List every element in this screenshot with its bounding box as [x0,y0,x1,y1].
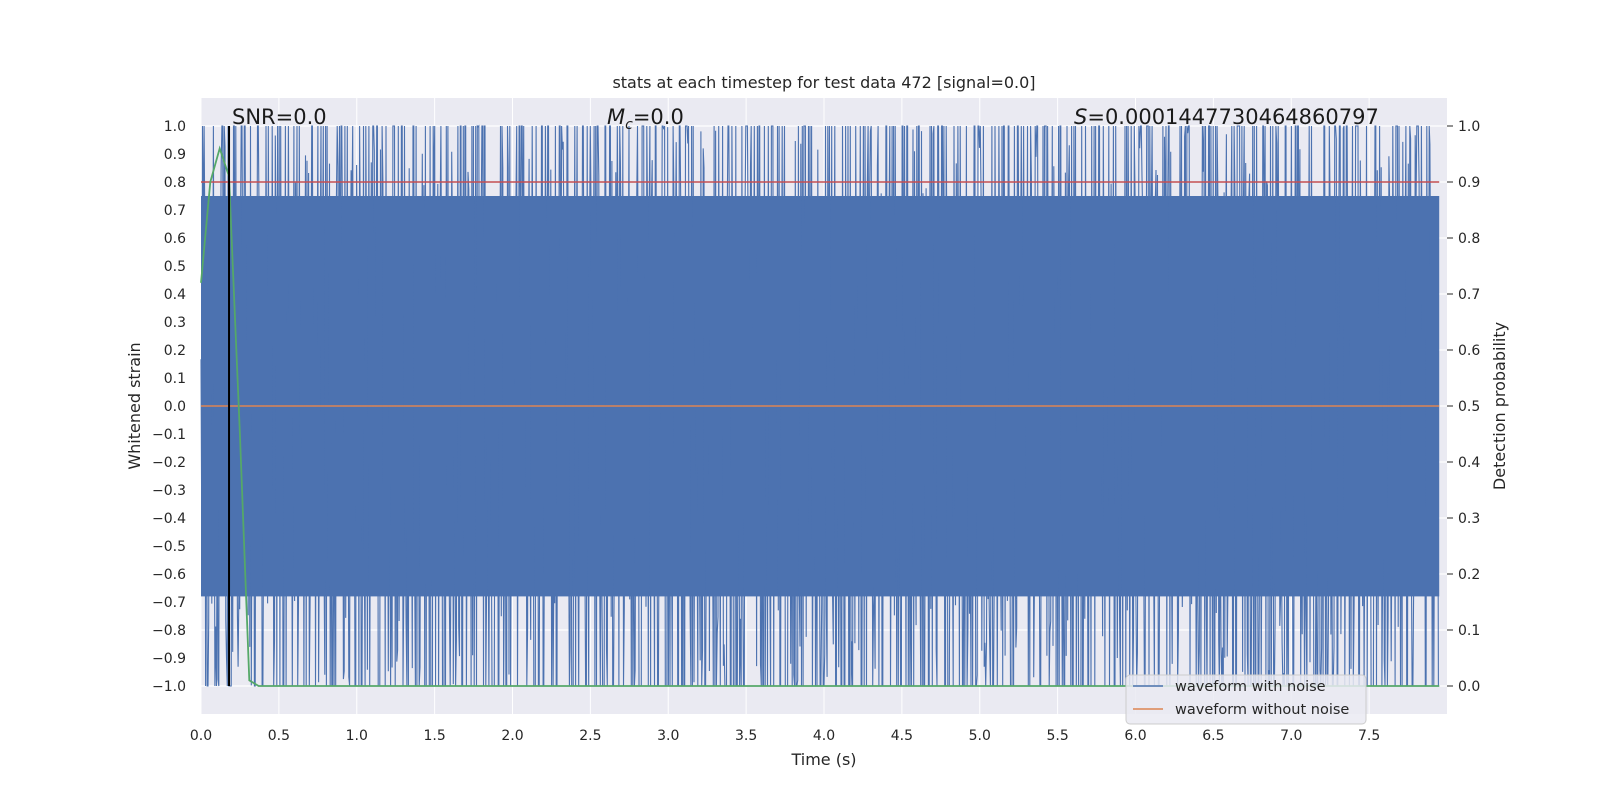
y-tick-label: −0.3 [152,483,186,499]
chirp-mass-symbol: M [607,105,625,129]
y-tick-label: −0.9 [152,651,186,667]
y-tick-label: −0.1 [152,427,186,443]
legend: waveform with noise waveform without noi… [1125,674,1367,725]
noise-series [200,124,1440,687]
x-tick-label: 0.5 [268,728,290,744]
legend-label-noise: waveform with noise [1175,679,1326,695]
y-tick-label: 0.2 [164,343,186,359]
x-tick-label: 4.5 [891,728,913,744]
y-tick-label: 0.6 [164,231,186,247]
y-tick-label: 0.1 [164,371,186,387]
y-right-tick-label: 1.0 [1458,119,1480,135]
y-tick-label: 0.0 [164,399,186,415]
y-right-tick-label: 0.6 [1458,343,1480,359]
y-axis-label: Whitened strain [125,342,144,469]
x-tick-label: 4.0 [813,728,835,744]
y-tick-label: −0.4 [152,511,186,527]
legend-label-clean: waveform without noise [1175,702,1349,718]
x-tick-label: 7.5 [1358,728,1380,744]
x-axis-label: Time (s) [790,750,856,769]
chirp-mass-annotation: Mc=0.0 [607,105,684,133]
chirp-mass-value: =0.0 [633,105,684,129]
y-tick-label: 0.7 [164,203,186,219]
snr-annotation: SNR=0.0 [232,105,327,129]
x-tick-label: 1.0 [346,728,368,744]
y-right-tick-labels: 1.0 0.9 0.8 0.7 0.6 0.5 0.4 0.3 0.2 0.1 0.0 [1447,119,1480,695]
y-right-tick-label: 0.5 [1458,399,1480,415]
x-tick-label: 2.5 [579,728,601,744]
x-tick-label: 0.0 [190,728,212,744]
y-tick-label: −0.8 [152,623,186,639]
y-right-tick-label: 0.1 [1458,623,1480,639]
y-right-axis-label: Detection probability [1490,322,1509,490]
y-right-tick-label: 0.0 [1458,679,1480,695]
overlay-series [200,126,1440,687]
x-tick-label: 3.0 [657,728,679,744]
y-tick-labels: 1.0 0.9 0.8 0.7 0.6 0.5 0.4 0.3 0.2 0.1 0.0 −0.1 −0.… [152,119,186,695]
x-tick-label: 5.5 [1046,728,1068,744]
y-tick-label: 0.8 [164,175,186,191]
x-tick-label: 1.5 [423,728,445,744]
chirp-mass-subscript: c [625,117,633,133]
y-right-tick-label: 0.4 [1458,455,1480,471]
y-right-tick-label: 0.2 [1458,567,1480,583]
y-tick-label: −1.0 [152,679,186,695]
x-tick-label: 6.0 [1124,728,1146,744]
s-symbol: S [1074,105,1087,129]
y-right-tick-label: 0.3 [1458,511,1480,527]
y-tick-label: −0.5 [152,539,186,555]
y-tick-label: 1.0 [164,119,186,135]
x-tick-label: 7.0 [1280,728,1302,744]
y-right-tick-label: 0.7 [1458,287,1480,303]
y-tick-label: −0.6 [152,567,186,583]
y-tick-label: −0.2 [152,455,186,471]
s-annotation: S=0.0001447730464860797 [1074,105,1379,129]
x-tick-label: 6.5 [1202,728,1224,744]
y-right-tick-label: 0.8 [1458,231,1480,247]
y-tick-label: 0.3 [164,315,186,331]
x-tick-label: 2.0 [501,728,523,744]
detection-probability-line [200,145,1440,687]
y-tick-label: 0.9 [164,147,186,163]
y-right-tick-label: 0.9 [1458,175,1480,191]
x-tick-label: 3.5 [735,728,757,744]
y-tick-label: 0.5 [164,259,186,275]
y-tick-label: −0.7 [152,595,186,611]
legend-box [1125,674,1367,725]
s-value: =0.0001447730464860797 [1087,105,1379,129]
chart-title: stats at each timestep for test data 472… [612,73,1035,92]
x-tick-label: 5.0 [969,728,991,744]
y-tick-label: 0.4 [164,287,186,303]
x-tick-labels: 0.0 0.5 1.0 1.5 2.0 2.5 3.0 3.5 4.0 4.5 5.0 5.5 6.0 6… [190,728,1380,744]
